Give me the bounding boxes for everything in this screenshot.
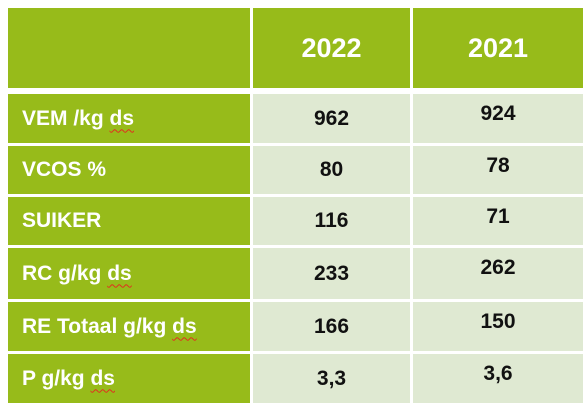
row-value-2022: 3,3 — [253, 354, 410, 403]
row-label: VEM /kg ds — [8, 94, 250, 143]
row-value-2021: 150 — [413, 302, 583, 351]
row-value-2021: 924 — [413, 94, 583, 143]
row-value-2022: 80 — [253, 146, 410, 194]
header-cell-empty — [8, 8, 250, 88]
row-label-unit: ds — [109, 106, 135, 130]
row-label: RC g/kg ds — [8, 248, 250, 299]
row-label-unit: ds — [90, 366, 115, 390]
row-label-text: VEM /kg — [22, 106, 104, 130]
row-value-2022: 166 — [253, 302, 410, 351]
row-label-text: SUIKER — [22, 209, 102, 232]
row-label: VCOS % — [8, 146, 250, 194]
header-cell-2021: 2021 — [413, 8, 583, 88]
row-value-2022: 233 — [253, 248, 410, 299]
row-label: RE Totaal g/kg ds — [8, 302, 250, 351]
row-label: SUIKER — [8, 197, 250, 245]
row-label-unit: ds — [107, 261, 132, 285]
row-value-2022: 962 — [253, 94, 410, 143]
row-label: P g/kg ds — [8, 354, 250, 403]
row-label-text: RC g/kg — [22, 261, 102, 285]
header-cell-2022: 2022 — [253, 8, 410, 88]
row-value-2021: 262 — [413, 248, 583, 299]
row-value-2021: 3,6 — [413, 354, 583, 403]
row-label-text: VCOS % — [22, 158, 107, 181]
row-value-2021: 71 — [413, 197, 583, 245]
row-value-2021: 78 — [413, 146, 583, 194]
row-label-unit: ds — [172, 314, 197, 338]
row-label-text: P g/kg — [22, 366, 85, 390]
row-label-text: RE Totaal g/kg — [22, 314, 167, 338]
row-value-2022: 116 — [253, 197, 410, 245]
